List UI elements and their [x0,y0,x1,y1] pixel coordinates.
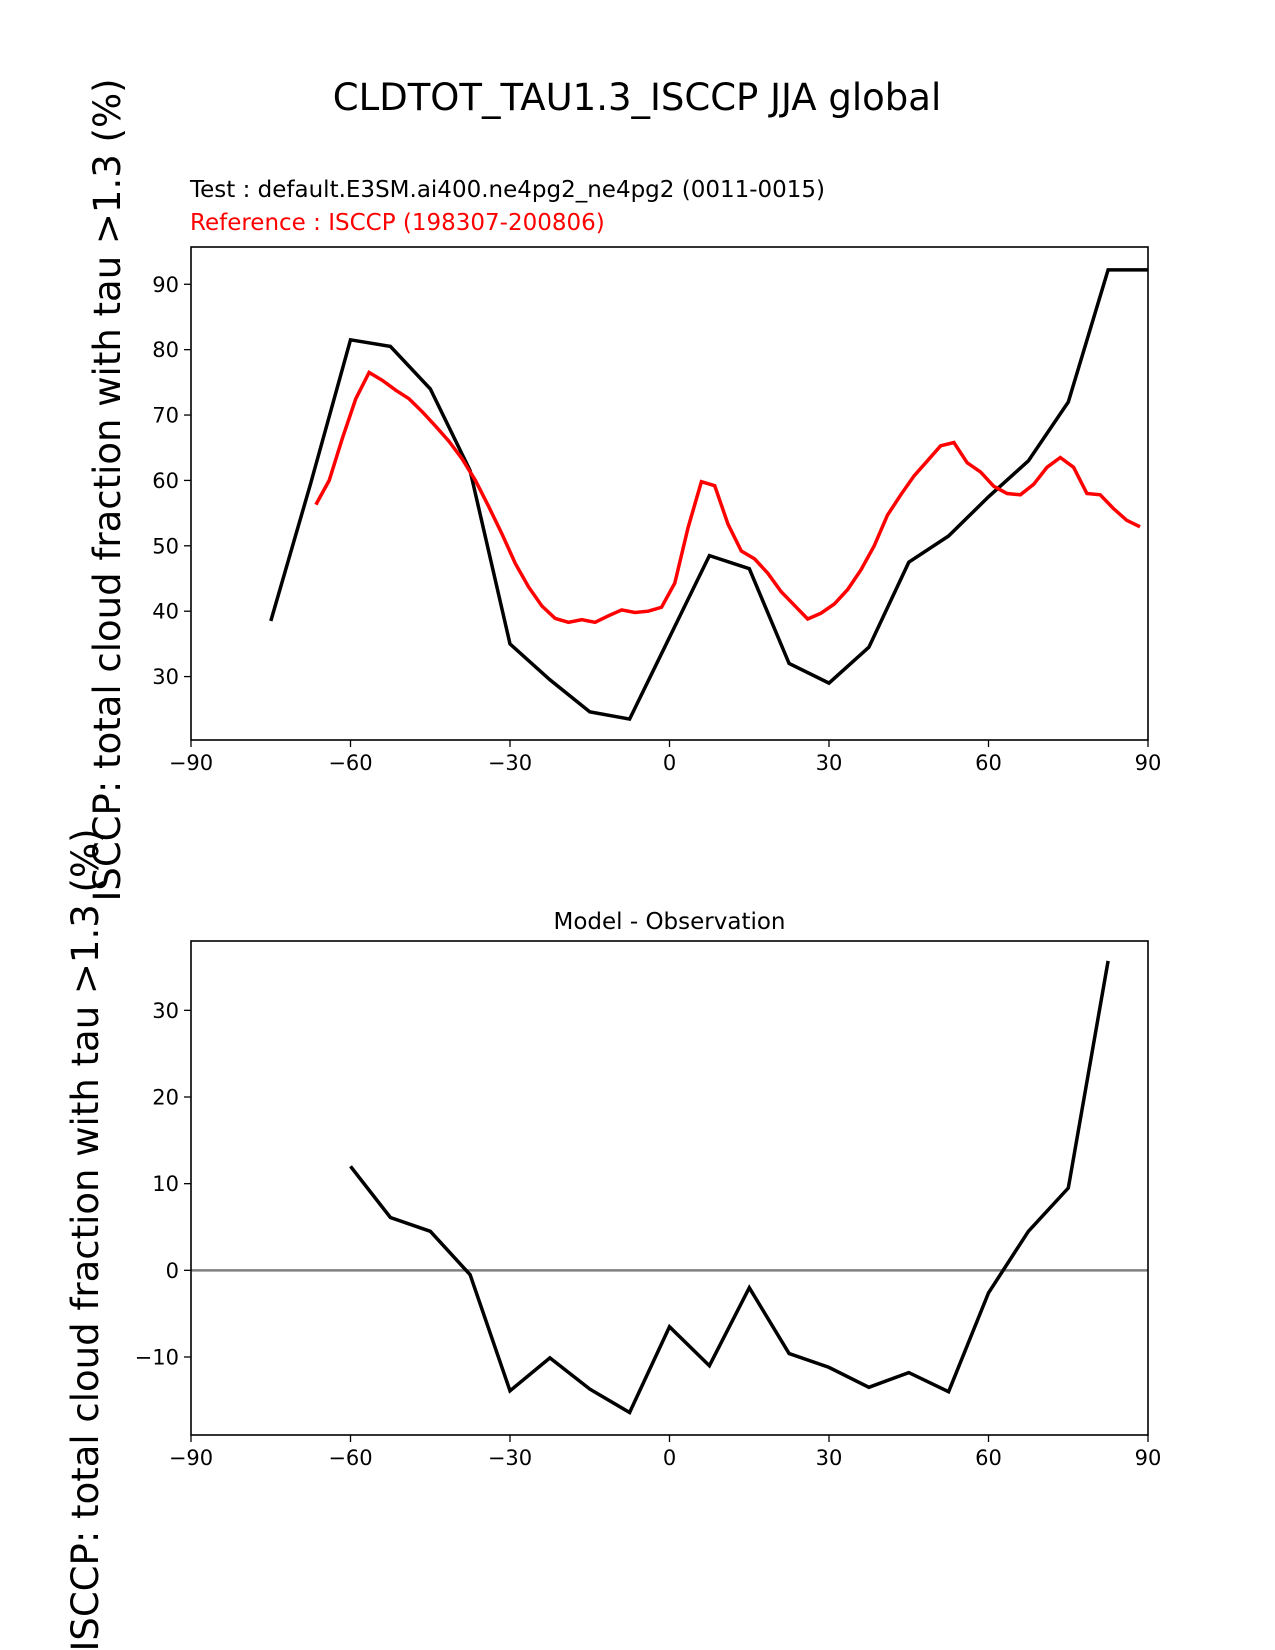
x-tick-label: 90 [1135,751,1162,775]
x-tick-label: 0 [663,1446,676,1470]
panel-title: Model - Observation [553,909,785,935]
y-tick-label: 80 [152,338,179,362]
x-tick-label: −90 [169,1446,213,1470]
reference-series-line [314,370,1141,625]
top-panel-zonal-mean: −90 −60 −30 0 30 60 90 30 40 50 60 70 80 90 ISCCP: tot… [86,78,1161,901]
y-tick-label: 50 [152,534,179,558]
y-tick-label: 10 [152,1172,179,1196]
x-tick-label: −60 [328,1446,372,1470]
x-tick-label: −90 [169,751,213,775]
bottom-panel-model-minus-observation: Model - Observation −90 −60 −30 0 30 60 90 −10 0 1… [64,828,1161,1650]
x-tick-label: 90 [1135,1446,1162,1470]
x-tick-label: 60 [975,751,1002,775]
y-axis-label: ISCCP: total cloud fraction with tau >1.… [64,828,107,1650]
reference-label: Reference : ISCCP (198307-200806) [190,210,605,236]
y-tick-label: 60 [152,469,179,493]
y-tick-label: 70 [152,404,179,428]
x-tick-label: −30 [488,751,532,775]
x-tick-label: 30 [816,751,843,775]
figure-title: CLDTOT_TAU1.3_ISCCP JJA global [333,76,941,119]
plot-frame [190,940,1149,1436]
test-series-line [269,268,1148,722]
y-tick-label: 90 [152,273,179,297]
x-tick-label: −30 [488,1446,532,1470]
y-tick-label: −10 [135,1346,179,1370]
test-series-line [349,960,1110,1415]
test-label: Test : default.E3SM.ai400.ne4pg2_ne4pg2 … [189,177,825,203]
y-tick-label: 30 [152,665,179,689]
y-tick-label: 0 [166,1259,179,1283]
x-tick-label: 60 [975,1446,1002,1470]
x-tick-label: 0 [663,751,676,775]
y-tick-label: 40 [152,600,179,624]
y-tick-label: 30 [152,999,179,1023]
y-tick-label: 20 [152,1086,179,1110]
x-tick-label: 30 [816,1446,843,1470]
x-tick-label: −60 [328,751,372,775]
y-axis-label: ISCCP: total cloud fraction with tau >1.… [86,78,129,901]
